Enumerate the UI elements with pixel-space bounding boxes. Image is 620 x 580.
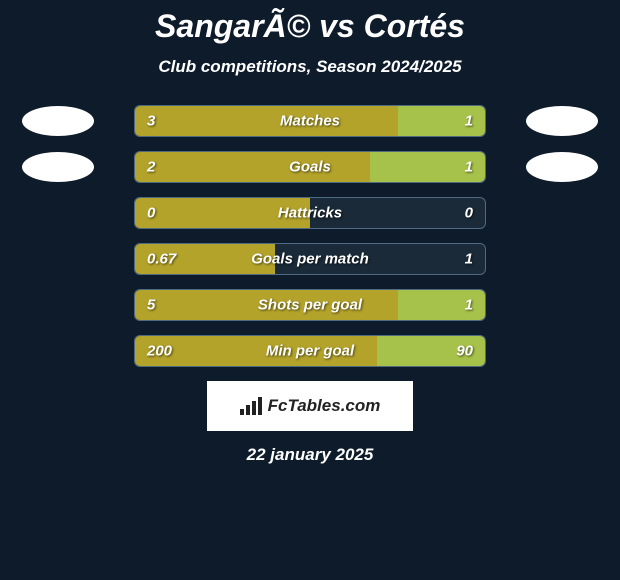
subtitle: Club competitions, Season 2024/2025 xyxy=(0,57,620,77)
stat-label: Goals xyxy=(289,159,331,176)
left-value: 0 xyxy=(147,205,155,222)
left-value: 200 xyxy=(147,343,172,360)
stat-label: Shots per goal xyxy=(258,297,362,314)
right-value: 1 xyxy=(465,251,473,268)
stat-row: 0 0 Hattricks xyxy=(0,197,620,229)
stat-label: Matches xyxy=(280,113,340,130)
comparison-bar: 0 0 Hattricks xyxy=(134,197,486,229)
stat-label: Min per goal xyxy=(266,343,354,360)
stat-row: 2 1 Goals xyxy=(0,151,620,183)
comparison-bar: 0.67 1 Goals per match xyxy=(134,243,486,275)
stat-row: 5 1 Shots per goal xyxy=(0,289,620,321)
stat-label: Hattricks xyxy=(278,205,342,222)
left-value: 2 xyxy=(147,159,155,176)
stat-row: 3 1 Matches xyxy=(0,105,620,137)
player-left-avatar xyxy=(22,152,94,182)
player-right-avatar xyxy=(526,152,598,182)
comparison-bar: 5 1 Shots per goal xyxy=(134,289,486,321)
player-left-avatar xyxy=(22,106,94,136)
right-value: 0 xyxy=(465,205,473,222)
left-value: 3 xyxy=(147,113,155,130)
bar-left-fill xyxy=(135,106,398,136)
right-value: 1 xyxy=(465,159,473,176)
right-value: 1 xyxy=(465,113,473,130)
brand-text: FcTables.com xyxy=(268,396,381,416)
stat-row: 200 90 Min per goal xyxy=(0,335,620,367)
stat-row: 0.67 1 Goals per match xyxy=(0,243,620,275)
stats-rows: 3 1 Matches 2 1 Goals 0 0 Hattricks 0.67 1 Goals pe… xyxy=(0,105,620,367)
date-text: 22 january 2025 xyxy=(0,445,620,465)
left-value: 0.67 xyxy=(147,251,176,268)
comparison-bar: 200 90 Min per goal xyxy=(134,335,486,367)
comparison-bar: 2 1 Goals xyxy=(134,151,486,183)
stat-label: Goals per match xyxy=(251,251,369,268)
page-title: SangarÃ© vs Cortés xyxy=(0,8,620,45)
bar-left-fill xyxy=(135,152,370,182)
brand-badge: FcTables.com xyxy=(207,381,413,431)
right-value: 90 xyxy=(456,343,473,360)
chart-icon xyxy=(240,397,262,415)
comparison-bar: 3 1 Matches xyxy=(134,105,486,137)
right-value: 1 xyxy=(465,297,473,314)
player-right-avatar xyxy=(526,106,598,136)
left-value: 5 xyxy=(147,297,155,314)
